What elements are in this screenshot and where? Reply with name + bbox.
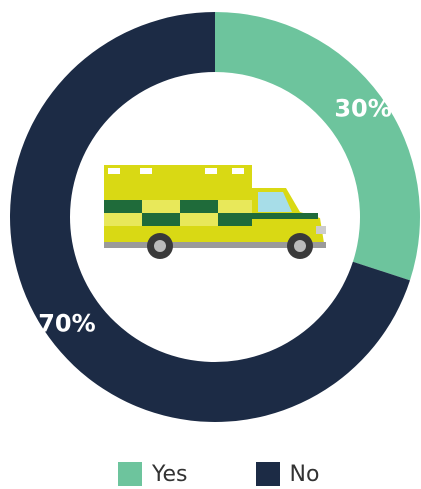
chart-legend: Yes No (118, 459, 319, 489)
slice-label-no: 70% (38, 310, 95, 338)
donut-slice-no (9, 11, 410, 422)
slice-label-yes: 30% (334, 94, 391, 122)
legend-swatch-no (255, 462, 280, 486)
legend-swatch-yes (118, 462, 142, 486)
legend-label-yes: Yes (152, 461, 188, 487)
ambulance-icon (104, 165, 326, 259)
legend-item-no: No (255, 461, 320, 487)
slice-labels: 30% 70% (38, 94, 392, 337)
donut-slice-yes (215, 12, 420, 281)
legend-label-no: No (289, 461, 320, 487)
legend-item-yes: Yes (118, 462, 188, 487)
donut-slices (9, 11, 420, 422)
